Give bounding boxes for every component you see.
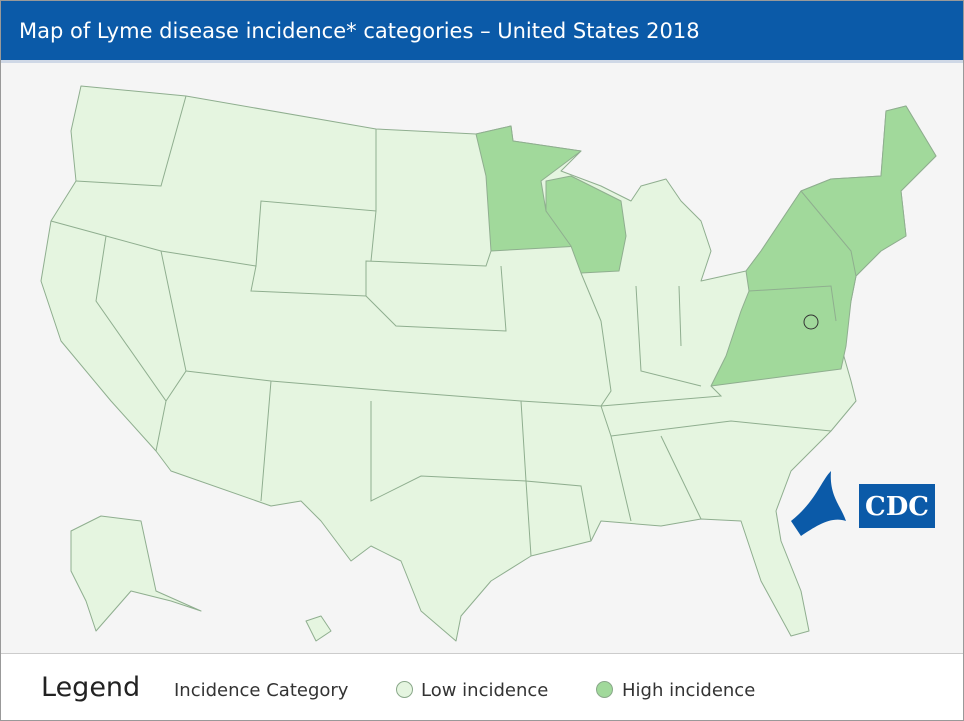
dc-marker [803, 314, 819, 330]
lower-48 [40, 85, 937, 642]
title-bar: Map of Lyme disease incidence* categorie… [1, 1, 963, 63]
cdc-logo-text: CDC [865, 492, 929, 522]
legend: Legend Incidence Category Low incidence … [1, 653, 963, 720]
wisconsin [545, 175, 627, 274]
northeast [710, 105, 937, 387]
legend-label: High incidence [622, 680, 756, 701]
alaska [70, 515, 202, 632]
legend-heading: Legend [41, 672, 141, 703]
legend-label: Low incidence [421, 680, 549, 701]
hawaii [305, 615, 332, 642]
title: Map of Lyme disease incidence* categorie… [19, 19, 700, 43]
hhs-logo [791, 471, 846, 536]
map: CDC [1, 63, 963, 653]
cdc-logo [859, 484, 935, 528]
legend-swatch [396, 681, 413, 698]
borders [50, 95, 857, 557]
legend-title: Incidence Category [174, 680, 349, 701]
legend-swatch [596, 681, 613, 698]
